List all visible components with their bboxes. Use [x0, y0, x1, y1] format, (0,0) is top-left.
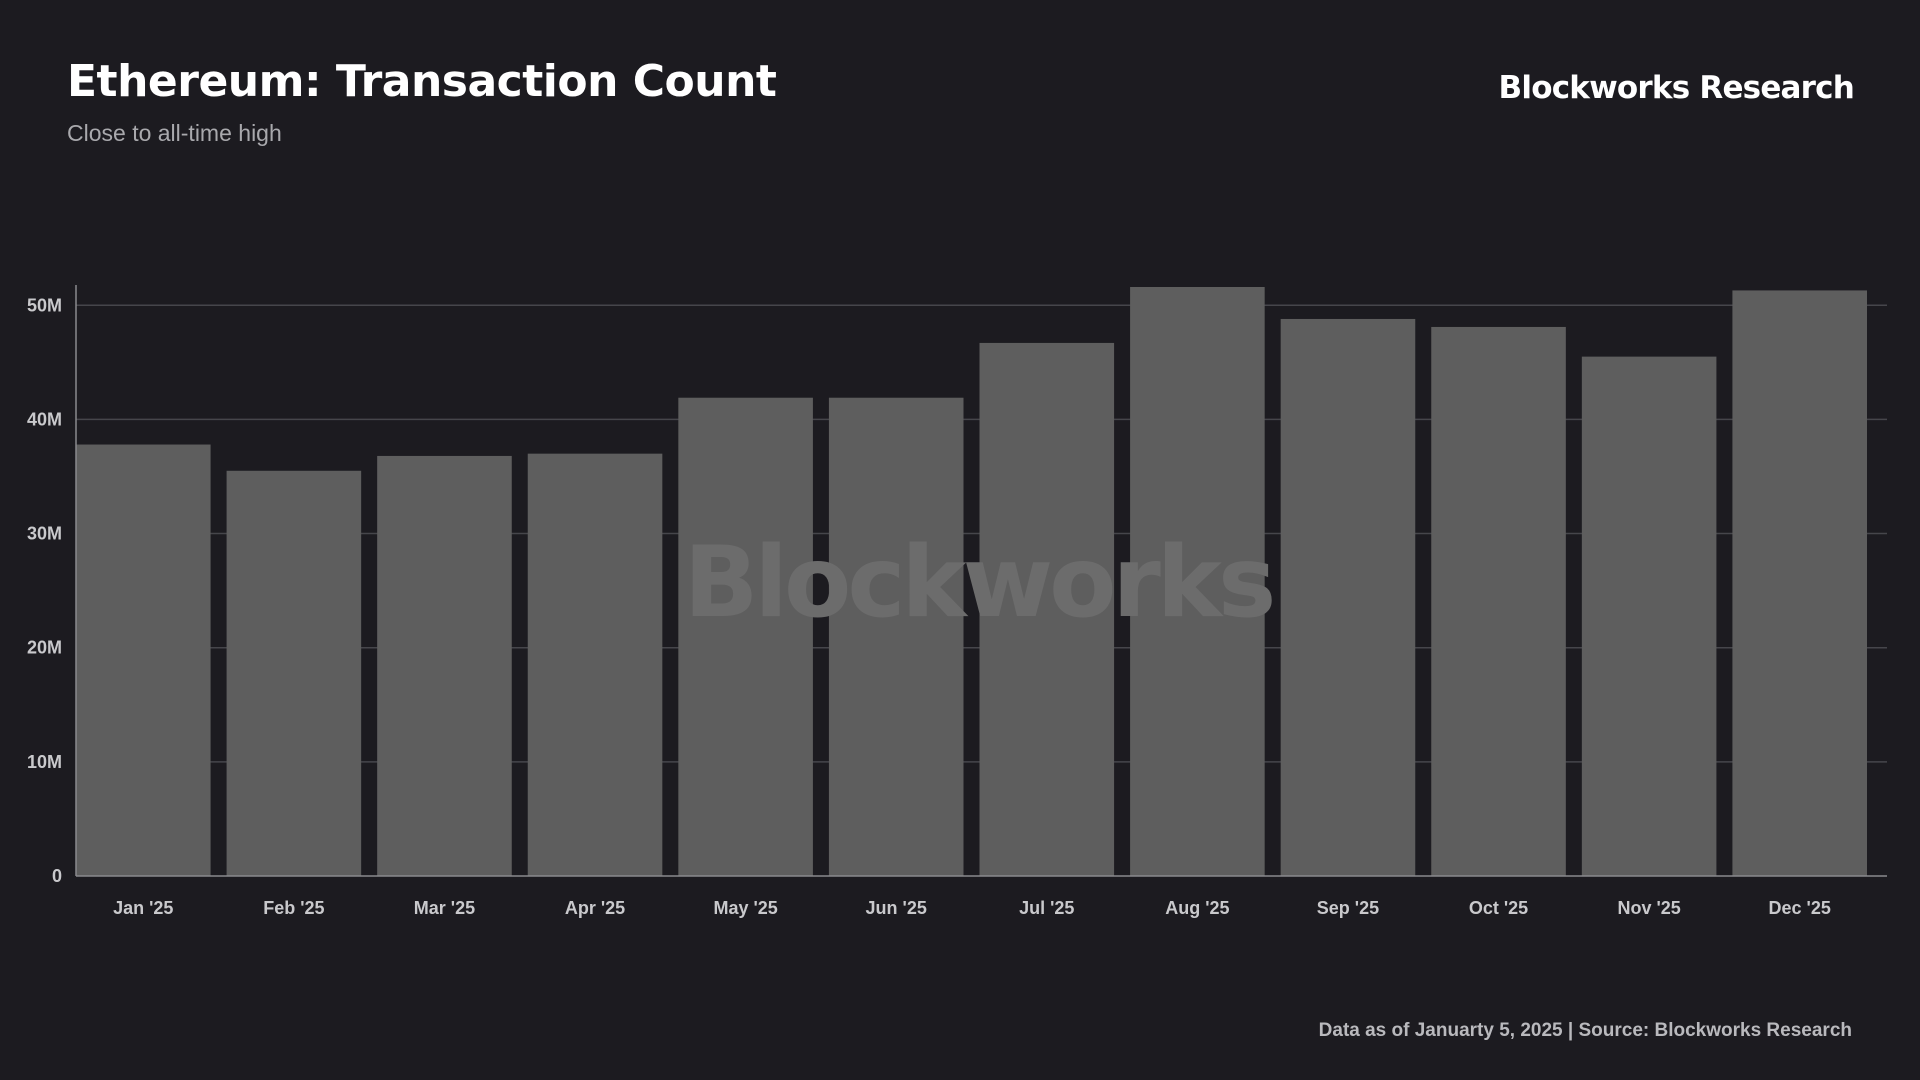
- x-tick-labels: Jan '25 Feb '25 Mar '25 Apr '25 May '25 Jun '…: [113, 898, 1831, 918]
- x-tick-label: Sep '25: [1317, 898, 1379, 918]
- bar: [1732, 290, 1867, 876]
- y-tick-labels: 0 10M 20M 30M 40M 50M: [27, 295, 62, 886]
- bar: [377, 455, 512, 876]
- bars: [76, 287, 1867, 877]
- x-tick-label: Oct '25: [1469, 898, 1528, 918]
- x-tick-label: Aug '25: [1165, 898, 1229, 918]
- x-tick-label: Nov '25: [1617, 898, 1680, 918]
- bar: [979, 342, 1115, 877]
- source-note: Data as of Januarty 5, 2025 | Source: Bl…: [1318, 1020, 1852, 1041]
- x-tick-label: Dec '25: [1769, 898, 1831, 918]
- y-tick-label: 40M: [27, 409, 62, 429]
- bar: [1431, 326, 1566, 876]
- chart-subtitle: Close to all-time high: [67, 120, 282, 146]
- bar: [76, 444, 211, 876]
- x-tick-label: Mar '25: [414, 898, 475, 918]
- x-tick-label: Feb '25: [263, 898, 324, 918]
- x-tick-label: May '25: [713, 898, 777, 918]
- bar: [1130, 287, 1265, 876]
- brand-logo-text: Blockworks Research: [1498, 70, 1855, 106]
- bar: [226, 470, 362, 876]
- y-tick-label: 0: [52, 866, 62, 886]
- y-tick-label: 30M: [27, 524, 62, 544]
- watermark: Blockworks: [684, 526, 1273, 640]
- bar: [1581, 356, 1717, 876]
- chart-title: Ethereum: Transaction Count: [67, 56, 777, 107]
- bar: [678, 397, 813, 876]
- y-tick-label: 50M: [27, 295, 62, 315]
- x-tick-label: Jul '25: [1019, 898, 1074, 918]
- bar: [1280, 318, 1416, 876]
- x-tick-label: Jun '25: [866, 898, 927, 918]
- y-tick-label: 10M: [27, 752, 62, 772]
- x-tick-label: Apr '25: [565, 898, 625, 918]
- bar: [828, 397, 964, 876]
- axes: [75, 285, 1887, 877]
- y-tick-label: 20M: [27, 638, 62, 658]
- bar: [527, 453, 663, 876]
- x-tick-label: Jan '25: [113, 898, 173, 918]
